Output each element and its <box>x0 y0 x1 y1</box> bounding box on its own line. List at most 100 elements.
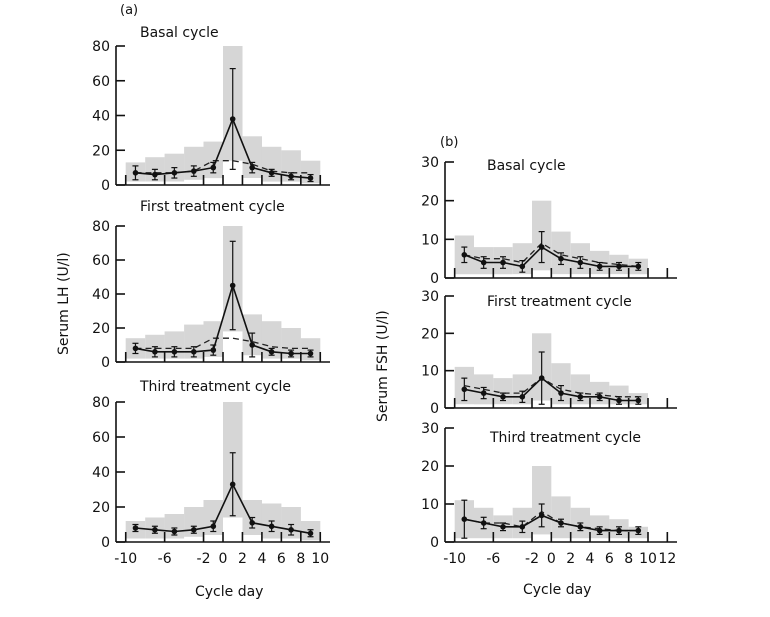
x-tick-label: -6 <box>158 551 172 567</box>
data-point <box>210 347 217 353</box>
y-tick-label: 20 <box>92 500 110 516</box>
data-point <box>558 390 564 396</box>
range-bar <box>184 324 204 359</box>
data-point <box>596 527 603 534</box>
reference-line <box>464 377 639 398</box>
data-point <box>268 170 275 176</box>
y-tick-label: 20 <box>421 459 439 475</box>
lh-x-axis-title: Cycle day <box>195 584 263 600</box>
x-tick-label: 4 <box>257 551 266 567</box>
y-tick-label: 80 <box>92 395 110 411</box>
data-point <box>132 345 139 352</box>
data-point <box>519 524 526 530</box>
data-point <box>229 282 236 289</box>
y-tick-label: 30 <box>421 155 439 171</box>
x-tick-label: 8 <box>296 551 305 567</box>
y-tick-label: 80 <box>92 219 110 235</box>
data-point <box>268 349 275 355</box>
panel-title: Basal cycle <box>140 25 219 41</box>
x-tick-label: 2 <box>566 551 575 567</box>
y-tick-label: 20 <box>421 326 439 342</box>
data-point <box>307 175 314 181</box>
data-point <box>616 397 622 404</box>
data-point <box>229 481 236 488</box>
data-point <box>210 164 217 171</box>
range-bar <box>203 500 223 535</box>
y-tick-label: 0 <box>101 535 110 551</box>
data-point <box>635 397 642 404</box>
data-point <box>519 394 526 400</box>
x-tick-label: 2 <box>238 551 247 567</box>
x-tick-label: -10 <box>114 551 137 567</box>
lh-first-treatment-panel: First treatment cycle 0 20 40 60 80 <box>92 199 330 371</box>
panel-title: Third treatment cycle <box>489 430 641 446</box>
data-point <box>538 512 545 519</box>
data-point <box>152 171 158 178</box>
fsh-x-axis-title: Cycle day <box>523 582 591 598</box>
fsh-first-treatment-panel: First treatment cycle 0 10 20 30 <box>421 289 677 417</box>
x-tick-label: -2 <box>197 551 211 567</box>
x-tick-label: 6 <box>605 551 614 567</box>
range-bar <box>242 136 262 178</box>
data-point <box>191 349 197 355</box>
reference-line <box>135 337 311 350</box>
y-tick-label: 0 <box>430 535 439 551</box>
data-point <box>288 527 294 533</box>
data-point <box>577 524 584 530</box>
data-point <box>152 349 158 355</box>
y-tick-label: 0 <box>430 271 439 287</box>
y-tick-label: 0 <box>101 355 110 371</box>
data-point <box>171 528 178 535</box>
x-tick-label: 10 <box>311 551 329 567</box>
range-bar <box>164 514 185 539</box>
data-point <box>191 527 197 533</box>
data-point <box>558 520 564 526</box>
data-point <box>461 252 468 258</box>
y-tick-label: 40 <box>92 465 110 481</box>
range-bar <box>512 243 532 275</box>
y-tick-label: 20 <box>92 143 110 159</box>
reference-line <box>464 510 639 532</box>
data-point <box>307 530 314 537</box>
data-point <box>461 386 468 393</box>
data-point <box>596 263 603 270</box>
x-tick-label: 6 <box>277 551 286 567</box>
data-point <box>249 164 255 171</box>
y-tick-label: 80 <box>92 39 110 55</box>
panel-title: Third treatment cycle <box>139 379 291 395</box>
data-point <box>288 350 294 357</box>
y-tick-label: 10 <box>421 232 439 248</box>
data-point <box>191 168 197 174</box>
data-point <box>171 349 178 355</box>
data-point <box>268 523 275 530</box>
data-point <box>249 342 255 348</box>
data-point <box>558 255 564 262</box>
range-bar <box>493 378 513 405</box>
range-bar <box>551 496 571 539</box>
data-point <box>519 263 526 270</box>
data-point <box>288 173 294 180</box>
x-tick-label: -6 <box>486 551 500 567</box>
data-point <box>635 263 642 270</box>
mean-line <box>464 514 639 532</box>
reference-line <box>135 160 311 174</box>
x-tick-label: 8 <box>624 551 633 567</box>
data-point <box>616 527 622 534</box>
panel-b-letter: (b) <box>440 135 458 150</box>
data-point <box>500 259 506 266</box>
data-point <box>152 527 158 533</box>
mean-line <box>135 116 311 179</box>
data-point <box>616 263 622 270</box>
range-bar <box>281 328 301 359</box>
data-point <box>500 524 506 530</box>
lh-basal-panel: Basal cycle 0 20 40 60 80 <box>92 25 330 194</box>
data-point <box>132 170 139 176</box>
y-tick-label: 0 <box>101 178 110 194</box>
data-point <box>480 390 487 396</box>
y-tick-label: 30 <box>421 289 439 305</box>
x-tick-label: 0 <box>547 551 556 567</box>
panel-title: Basal cycle <box>487 158 566 174</box>
